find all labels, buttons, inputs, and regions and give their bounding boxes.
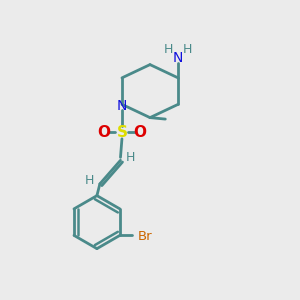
Text: H: H [85,174,94,188]
Text: N: N [117,99,127,113]
Text: S: S [116,125,128,140]
Text: H: H [126,151,136,164]
Text: H: H [183,43,192,56]
Text: Br: Br [137,230,152,243]
Text: N: N [173,51,183,65]
Text: H: H [164,43,173,56]
Text: O: O [97,125,110,140]
Text: O: O [134,125,147,140]
